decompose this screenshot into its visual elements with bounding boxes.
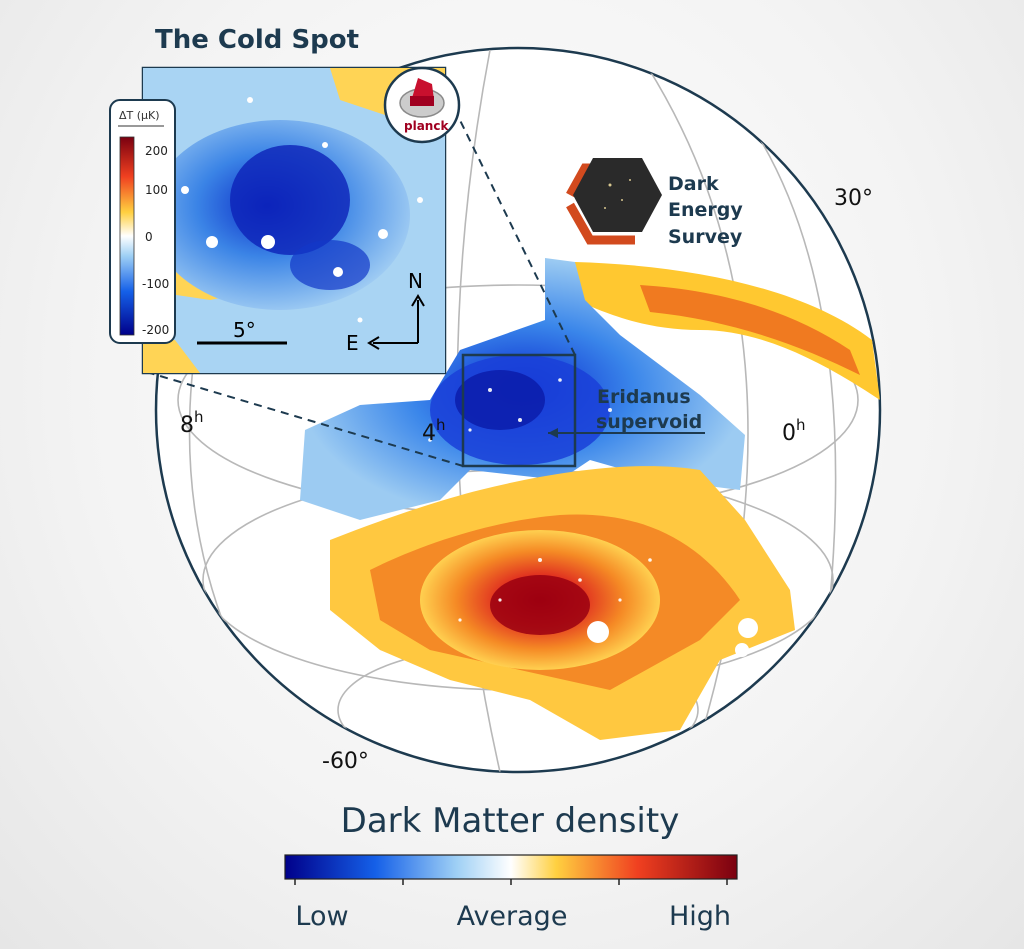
colorbar-tick-neg100: -100 xyxy=(142,277,169,291)
planck-icon xyxy=(412,78,434,100)
connector-line-upper xyxy=(454,109,576,356)
density-legend: Dark Matter density Low Average High xyxy=(284,801,738,932)
des-logo-icon xyxy=(573,158,662,232)
colorbar-tick-200: 200 xyxy=(145,144,168,158)
des-line2: Energy xyxy=(668,199,743,221)
celestial-sphere: 8h 4h 0h 30° -60° xyxy=(154,46,882,774)
des-line1: Dark xyxy=(668,173,719,195)
ra-label-4h: 4h xyxy=(422,416,446,446)
density-map xyxy=(300,258,880,740)
legend-average: Average xyxy=(457,901,568,932)
legend-low: Low xyxy=(295,901,348,932)
annotation-line1: Eridanus xyxy=(597,386,691,408)
dec-label-top: 30° xyxy=(834,186,873,211)
planck-badge: planck xyxy=(383,66,461,144)
inset-title: The Cold Spot xyxy=(155,25,359,55)
dec-label-bottom: -60° xyxy=(322,749,369,774)
colorbar-tick-neg200: -200 xyxy=(142,323,169,337)
des-line3: Survey xyxy=(668,226,743,248)
east-label: E xyxy=(346,331,359,355)
annotation-line2: supervoid xyxy=(596,411,702,433)
legend-title: Dark Matter density xyxy=(341,801,680,841)
cold-spot-box xyxy=(461,353,577,468)
des-logo: Dark Energy Survey xyxy=(566,158,743,248)
scale-label: 5° xyxy=(233,318,256,342)
north-label: N xyxy=(408,269,423,293)
planck-label: planck xyxy=(404,119,449,133)
legend-high: High xyxy=(669,901,731,932)
colorbar-label: ΔT (μK) xyxy=(119,109,160,122)
connector-line-lower xyxy=(149,372,464,467)
ra-label-0h: 0h xyxy=(782,416,806,446)
colorbar-tick-100: 100 xyxy=(145,183,168,197)
colorbar-tick-0: 0 xyxy=(145,230,153,244)
inset-colorbar: ΔT (μK) 200 100 0 -100 -200 xyxy=(109,99,176,344)
eridanus-annotation: Eridanus supervoid xyxy=(548,386,705,438)
ra-label-8h: 8h xyxy=(180,408,204,438)
